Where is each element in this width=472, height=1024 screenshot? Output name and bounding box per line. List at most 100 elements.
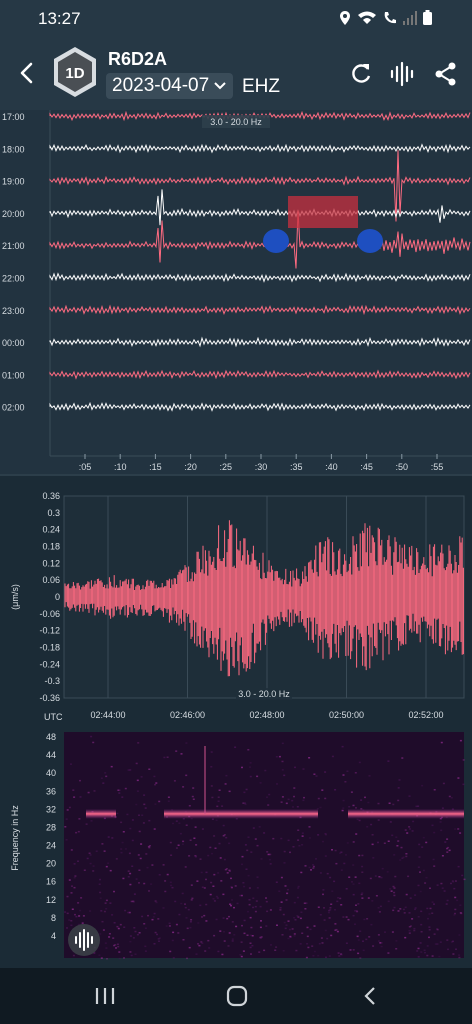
spectrogram-cell (323, 919, 326, 921)
spectrogram-cell (352, 893, 355, 896)
spectrogram-cell (370, 823, 373, 826)
spectrogram-cell (233, 906, 235, 909)
share-icon[interactable] (433, 61, 459, 87)
spectrogram-cell (105, 899, 108, 902)
spectrogram-cell (308, 757, 311, 759)
spectrogram-cell (168, 922, 171, 925)
refresh-icon[interactable] (348, 61, 374, 87)
spectrogram-cell (429, 887, 431, 889)
spectrogram-cell (340, 904, 343, 906)
spectrogram-cell (144, 950, 147, 952)
spectrogram-cell (73, 886, 76, 889)
spectrogram-cell (197, 943, 199, 945)
spectrogram-cell (269, 853, 272, 856)
spectrogram-cell (404, 936, 407, 939)
spectrogram-cell (301, 844, 304, 846)
spectrogram-cell (422, 836, 425, 839)
spectrogram-cell (107, 862, 110, 864)
spectrogram-cell (334, 789, 337, 791)
spectrogram-cell (213, 835, 216, 837)
waveform-panel[interactable]: 0.36 0.3 0.24 0.18 0.12 0.06 0 -0.06 -0.12 -0.18 -… (0, 476, 472, 726)
spectrogram-cell (260, 858, 263, 860)
helicorder-hour-label: 21:00 (2, 241, 25, 251)
spectrogram-cell (441, 887, 444, 889)
spectrogram-cell (223, 931, 225, 933)
spectrogram-cell (313, 925, 316, 927)
spectrogram-cell (227, 945, 230, 947)
spectrogram-cell (77, 860, 79, 862)
waveform-icon[interactable] (389, 61, 415, 87)
spectrogram-cell (440, 741, 443, 744)
spectrogram-cell (389, 888, 392, 890)
spectrogram-cell (105, 947, 108, 949)
spectrogram-panel[interactable]: 48 44 40 36 32 28 24 20 16 12 8 4 Frequency in Hz (0, 726, 472, 966)
spectrogram-cell (209, 846, 212, 849)
spectrogram-ytick-label: 48 (46, 732, 56, 742)
spectrogram-cell (361, 865, 364, 868)
spectrogram-cell (108, 936, 111, 938)
spectrogram-band (86, 808, 116, 819)
spectrogram-cell (144, 927, 147, 929)
spectrogram-cell (123, 957, 125, 959)
spectrogram-cell (275, 946, 278, 948)
spectrogram-cell (247, 749, 250, 751)
spectrogram-cell (203, 887, 206, 889)
spectrogram-cell (73, 796, 76, 798)
helicorder-panel[interactable]: 3.0 - 20.0 Hz 17:00 18:00 19:00 20:00 21:00 2… (0, 110, 472, 474)
spectrogram-ytick-label: 28 (46, 822, 56, 832)
spectrogram-cell (122, 831, 125, 833)
spectrogram-cell (259, 926, 262, 929)
waveform-chart[interactable]: 0.36 0.3 0.24 0.18 0.12 0.06 0 -0.06 -0.12 -0.18 -… (0, 476, 472, 726)
spectrogram-cell (166, 756, 169, 758)
spectrogram-cell (405, 853, 408, 855)
spectrogram-cell (158, 940, 160, 942)
spectrogram-ytick-label: 40 (46, 768, 56, 778)
spectrogram-cell (336, 930, 339, 933)
back-arrow-icon[interactable] (14, 58, 40, 88)
home-icon[interactable] (226, 985, 248, 1007)
spectrogram-cell (250, 926, 253, 929)
waveform-toggle-button[interactable] (68, 924, 100, 956)
spectrogram-cell (345, 916, 348, 918)
spectrogram-cell (137, 742, 140, 744)
spectrogram-cell (138, 869, 141, 871)
spectrogram-cell (89, 854, 92, 856)
battery-icon (423, 10, 432, 25)
spectrogram-cell (299, 943, 302, 945)
date-selector[interactable]: 2023-04-07 (106, 73, 234, 99)
spectrogram-cell (72, 954, 75, 957)
spectrogram-cell (420, 951, 423, 953)
spectrogram-cell (225, 868, 228, 870)
spectrogram-cell (399, 859, 402, 861)
spectrogram-cell (414, 907, 417, 909)
event-marker-start[interactable] (263, 229, 289, 253)
spectrogram-cell (297, 839, 300, 841)
spectrogram-cell (223, 834, 226, 836)
spectrogram-cell (358, 761, 361, 764)
helicorder-plot[interactable]: 3.0 - 20.0 Hz 17:00 18:00 19:00 20:00 21:00 2… (0, 110, 472, 474)
spectrogram-cell (169, 881, 172, 884)
spectrogram-cell (461, 874, 464, 877)
waveform-ytick-label: -0.18 (39, 643, 60, 653)
spectrogram-cell (113, 944, 116, 947)
spectrogram-cell (121, 841, 124, 844)
spectrogram-cell (441, 855, 444, 857)
spectrogram-cell (324, 771, 327, 773)
spectrogram-cell (111, 837, 114, 839)
system-nav-bar (0, 968, 472, 1024)
nav-back-icon[interactable] (362, 986, 378, 1006)
event-highlight[interactable] (288, 196, 358, 228)
spectrogram-cell (129, 883, 132, 886)
spectrogram-cell (99, 878, 101, 881)
spectrogram-cell (126, 813, 129, 816)
spectrogram-cell (186, 927, 189, 930)
spectrogram-cell (302, 768, 305, 770)
spectrogram-chart[interactable]: 48 44 40 36 32 28 24 20 16 12 8 4 Frequency in Hz (0, 726, 472, 966)
spectrogram-cell (313, 950, 316, 953)
spectrogram-cell (129, 951, 132, 953)
spectrogram-cell (263, 832, 266, 834)
spectrogram-cell (404, 829, 407, 831)
spectrogram-cell (438, 955, 441, 958)
event-marker-end[interactable] (357, 229, 383, 253)
recent-apps-icon[interactable] (94, 986, 116, 1006)
